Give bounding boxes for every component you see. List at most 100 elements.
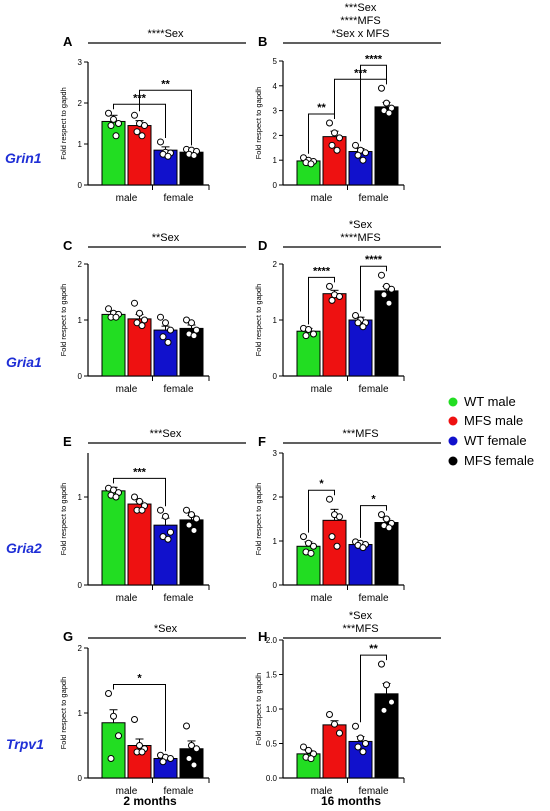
data-point [107,755,115,762]
data-point [354,151,362,159]
data-point [190,151,198,159]
comparison-bracket [308,276,335,325]
data-point [333,146,341,154]
data-point [133,128,141,136]
data-point [188,742,195,749]
data-point [352,312,359,320]
data-point [354,743,362,751]
panel-e: E ***Sex 0 1 Fold respect to gapdh male female… [59,428,246,604]
data-point [326,495,333,503]
stat-annotation: ***MFS [342,428,378,440]
data-point [188,511,195,519]
panel-a: A ****Sex 0 1 2 3 Fold respect to gapdh male fem… [59,28,246,204]
data-point [385,299,393,307]
x-group-label-male: male [116,384,138,395]
data-point [115,732,122,740]
data-point [131,716,138,723]
y-tick-label: 3 [78,58,83,67]
data-point [307,160,315,168]
panel-letter-c: C [63,238,73,253]
column-label-2-months: 2 months [123,794,177,808]
data-point [300,743,307,751]
data-point [380,291,388,299]
data-point [115,120,122,127]
column-label-16-months: 16 months [321,794,381,808]
data-point [112,132,120,140]
data-point [383,515,390,523]
y-tick-label: 1 [273,316,278,325]
x-group-label-male: male [116,593,138,604]
stat-annotation: *Sex [349,610,373,622]
data-point [105,109,112,117]
stat-annotation: *Sex [154,623,178,635]
panel-letter-g: G [63,629,73,644]
data-point [359,156,367,164]
x-group-label-male: male [311,593,333,604]
data-point [300,533,307,541]
data-point [107,122,115,130]
data-point [378,84,385,92]
legend-label-mfs-male: MFS male [464,413,523,428]
data-point [105,305,112,313]
panel-h: H *Sex***MFS 0.0 0.5 1.0 1.5 2.0 Fold respect t… [254,610,441,797]
data-point [385,524,393,532]
bar [322,519,347,586]
legend-marker-wt-female [448,436,458,446]
x-group-label-male: male [116,193,138,204]
y-tick-label: 1.0 [266,705,278,714]
panel-g: G *Sex 0 1 2 Fold respect to gapdh male female * [59,623,246,797]
data-point [310,330,317,338]
x-group-label-male: male [311,193,333,204]
data-point [302,332,310,340]
data-point [162,319,169,327]
data-point [159,333,167,341]
data-point [164,535,172,543]
data-point [131,299,138,307]
x-group-label-male: male [311,384,333,395]
significance-label: **** [313,265,331,277]
data-point [328,296,336,304]
data-point [138,132,146,140]
significance-label: ** [161,78,170,90]
significance-label: **** [365,53,383,65]
y-tick-label: 1 [273,156,278,165]
data-point [310,542,317,550]
data-point [326,282,333,290]
x-group-label-male: male [311,786,333,797]
data-point [185,755,193,762]
x-group-label-female: female [163,786,193,797]
panel-letter-e: E [63,434,72,449]
data-point [141,122,148,130]
y-tick-label: 2 [273,260,278,269]
panel-letter-d: D [258,238,267,253]
y-tick-label: 1 [273,537,278,546]
data-point [305,539,312,547]
data-point [167,326,174,334]
stat-annotation: ****MFS [340,232,380,244]
y-tick-label: 0.5 [266,740,278,749]
y-tick-label: 4 [273,82,278,91]
comparison-bracket [360,505,387,538]
bar [374,693,399,779]
comparison-bracket [139,89,192,146]
data-point [162,512,169,520]
data-point [388,698,395,706]
panel-d: D *Sex****MFS 0 1 2 Fold respect to gapdh male… [254,219,441,395]
y-tick-label: 2.0 [266,636,278,645]
data-point [190,761,198,769]
stat-annotation: ****MFS [340,15,380,27]
data-point [385,109,393,117]
y-axis-label: Fold respect to gapdh [254,483,263,556]
data-point [167,755,174,762]
bar [322,293,347,377]
data-point [378,271,385,279]
y-tick-label: 1 [78,493,83,502]
comparison-bracket [360,654,387,723]
x-group-label-female: female [163,593,193,604]
data-point [362,740,369,747]
data-point [305,746,312,754]
y-tick-label: 3 [273,449,278,458]
data-point [112,493,120,501]
